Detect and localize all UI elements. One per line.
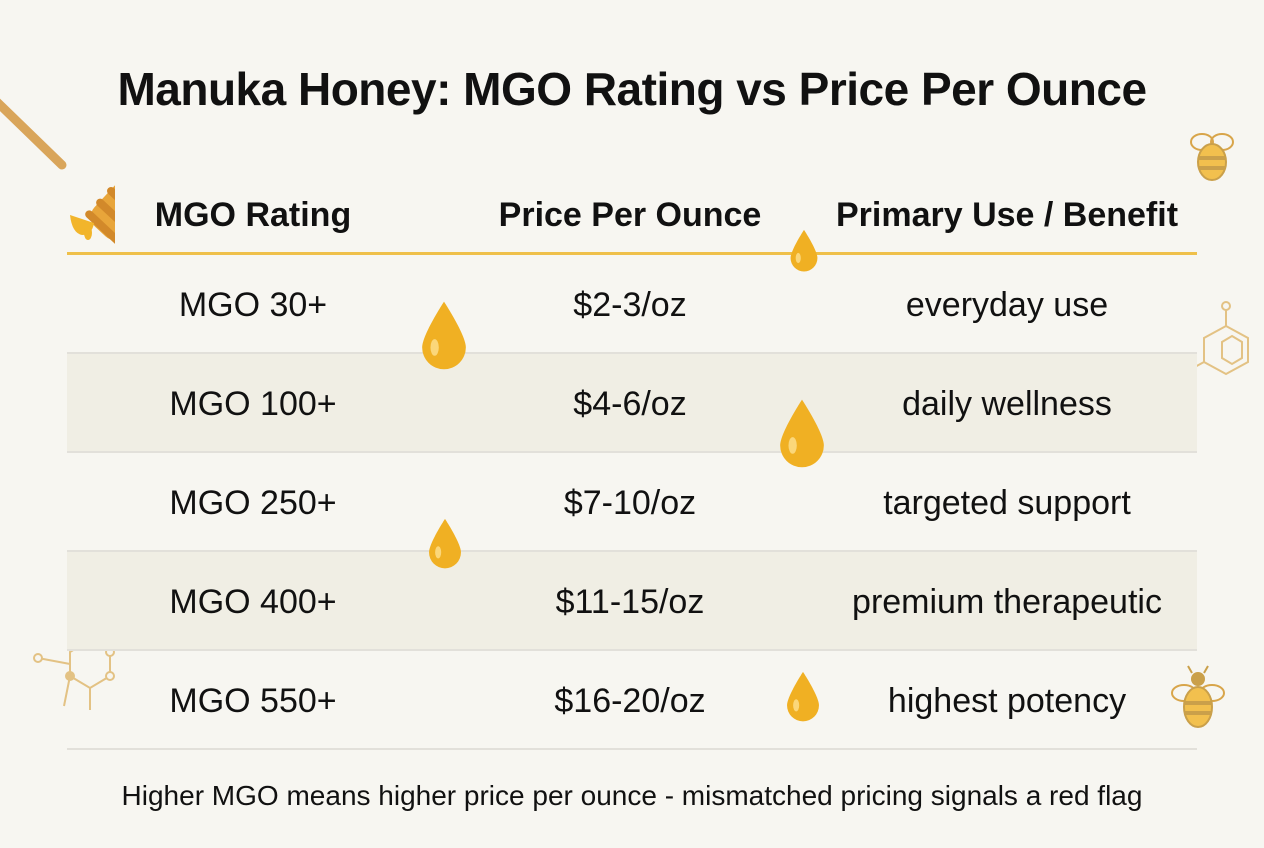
footer-note: Higher MGO means higher price per ounce … [121,780,1143,811]
price-cell: $11-15/oz [555,583,705,621]
honey-drop-icon [429,518,461,569]
table-row: MGO 250+ $7-10/oz targeted support [67,453,1197,552]
honey-drop-icon [780,399,824,468]
table-row: MGO 30+ $2-3/oz everyday use [67,255,1197,354]
use-cell: highest potency [887,682,1127,720]
honey-drop-icon [787,671,819,722]
use-cell: everyday use [905,286,1109,324]
column-header-price: Price Per Ounce [498,196,762,234]
mgo-rating-cell: MGO 400+ [169,583,337,621]
mgo-rating-cell: MGO 100+ [169,385,337,423]
honey-dipper-icon [0,98,115,245]
column-header-mgo-rating: MGO Rating [154,196,352,234]
mgo-rating-cell: MGO 30+ [178,286,328,324]
price-table: MGO Rating Price Per Ounce Primary Use /… [67,180,1197,750]
price-cell: $4-6/oz [573,385,687,423]
table-header: MGO Rating Price Per Ounce Primary Use /… [67,180,1197,255]
table-row: MGO 400+ $11-15/oz premium therapeutic [67,552,1197,651]
page-title: Manuka Honey: MGO Rating vs Price Per Ou… [117,63,1147,115]
honey-drop-icon [422,301,466,370]
mgo-rating-cell: MGO 250+ [169,484,337,522]
mgo-rating-cell: MGO 550+ [169,682,337,720]
table-row: MGO 100+ $4-6/oz daily wellness [67,354,1197,453]
honey-drop-icon [790,229,818,272]
table-row: MGO 550+ $16-20/oz highest potency [67,651,1197,750]
bee-icon [1171,665,1225,728]
price-cell: $16-20/oz [554,682,706,720]
price-cell: $7-10/oz [563,484,697,522]
column-header-use: Primary Use / Benefit [835,196,1179,234]
bee-icon [1190,133,1234,181]
use-cell: targeted support [883,484,1131,522]
use-cell: premium therapeutic [852,583,1162,621]
price-cell: $2-3/oz [573,286,687,324]
use-cell: daily wellness [902,385,1112,423]
